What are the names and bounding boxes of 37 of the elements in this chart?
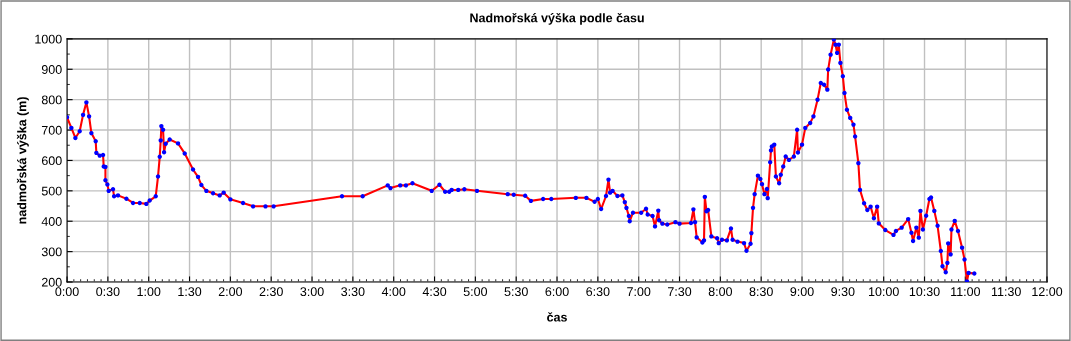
x-tick-label: 2:00 — [218, 287, 243, 297]
x-tick-label: 5:00 — [463, 287, 488, 297]
x-tick-label: 11:30 — [991, 287, 1021, 297]
x-tick-label: 9:30 — [831, 287, 855, 297]
x-tick-label: 12:00 — [1032, 287, 1063, 297]
x-tick-label: 3:30 — [341, 287, 365, 297]
y-tick-label: 300 — [41, 247, 62, 257]
y-tick-label: 900 — [41, 65, 62, 74]
x-tick-label: 0:30 — [96, 287, 120, 297]
x-tick-label: 2:30 — [259, 287, 283, 297]
x-tick-label: 9:00 — [790, 287, 814, 297]
x-tick-label: 8:30 — [749, 287, 773, 297]
chart-title: Nadmořská výška podle času — [470, 12, 644, 25]
x-axis-title: čas — [547, 312, 567, 322]
x-tick-label: 6:30 — [586, 287, 610, 297]
x-tick-label: 10:00 — [869, 287, 899, 297]
y-tick-label: 500 — [41, 186, 62, 196]
x-tick-label: 10:30 — [909, 287, 940, 297]
x-tick-label: 4:30 — [422, 287, 447, 297]
y-tick-label: 400 — [41, 217, 62, 226]
x-tick-label: 1:30 — [178, 287, 202, 297]
y-tick-label: 700 — [41, 125, 62, 135]
y-tick-label: 200 — [41, 277, 62, 287]
x-tick-label: 1:00 — [137, 287, 161, 297]
x-tick-label: 6:00 — [545, 287, 569, 297]
y-axis-title: nadmořská výška (m) — [16, 97, 29, 224]
x-tick-label: 3:00 — [300, 287, 324, 297]
x-tick-label: 0:00 — [55, 287, 79, 297]
y-tick-label: 800 — [41, 95, 62, 105]
x-tick-label: 4:00 — [381, 287, 406, 297]
x-tick-label: 11:00 — [951, 287, 981, 297]
x-tick-label: 5:30 — [504, 287, 528, 297]
y-tick-label: 1000 — [35, 34, 62, 44]
x-tick-label: 7:00 — [627, 287, 651, 297]
y-tick-label: 600 — [41, 156, 62, 166]
x-tick-label: 8:00 — [708, 287, 733, 297]
x-tick-label: 7:30 — [668, 287, 692, 297]
